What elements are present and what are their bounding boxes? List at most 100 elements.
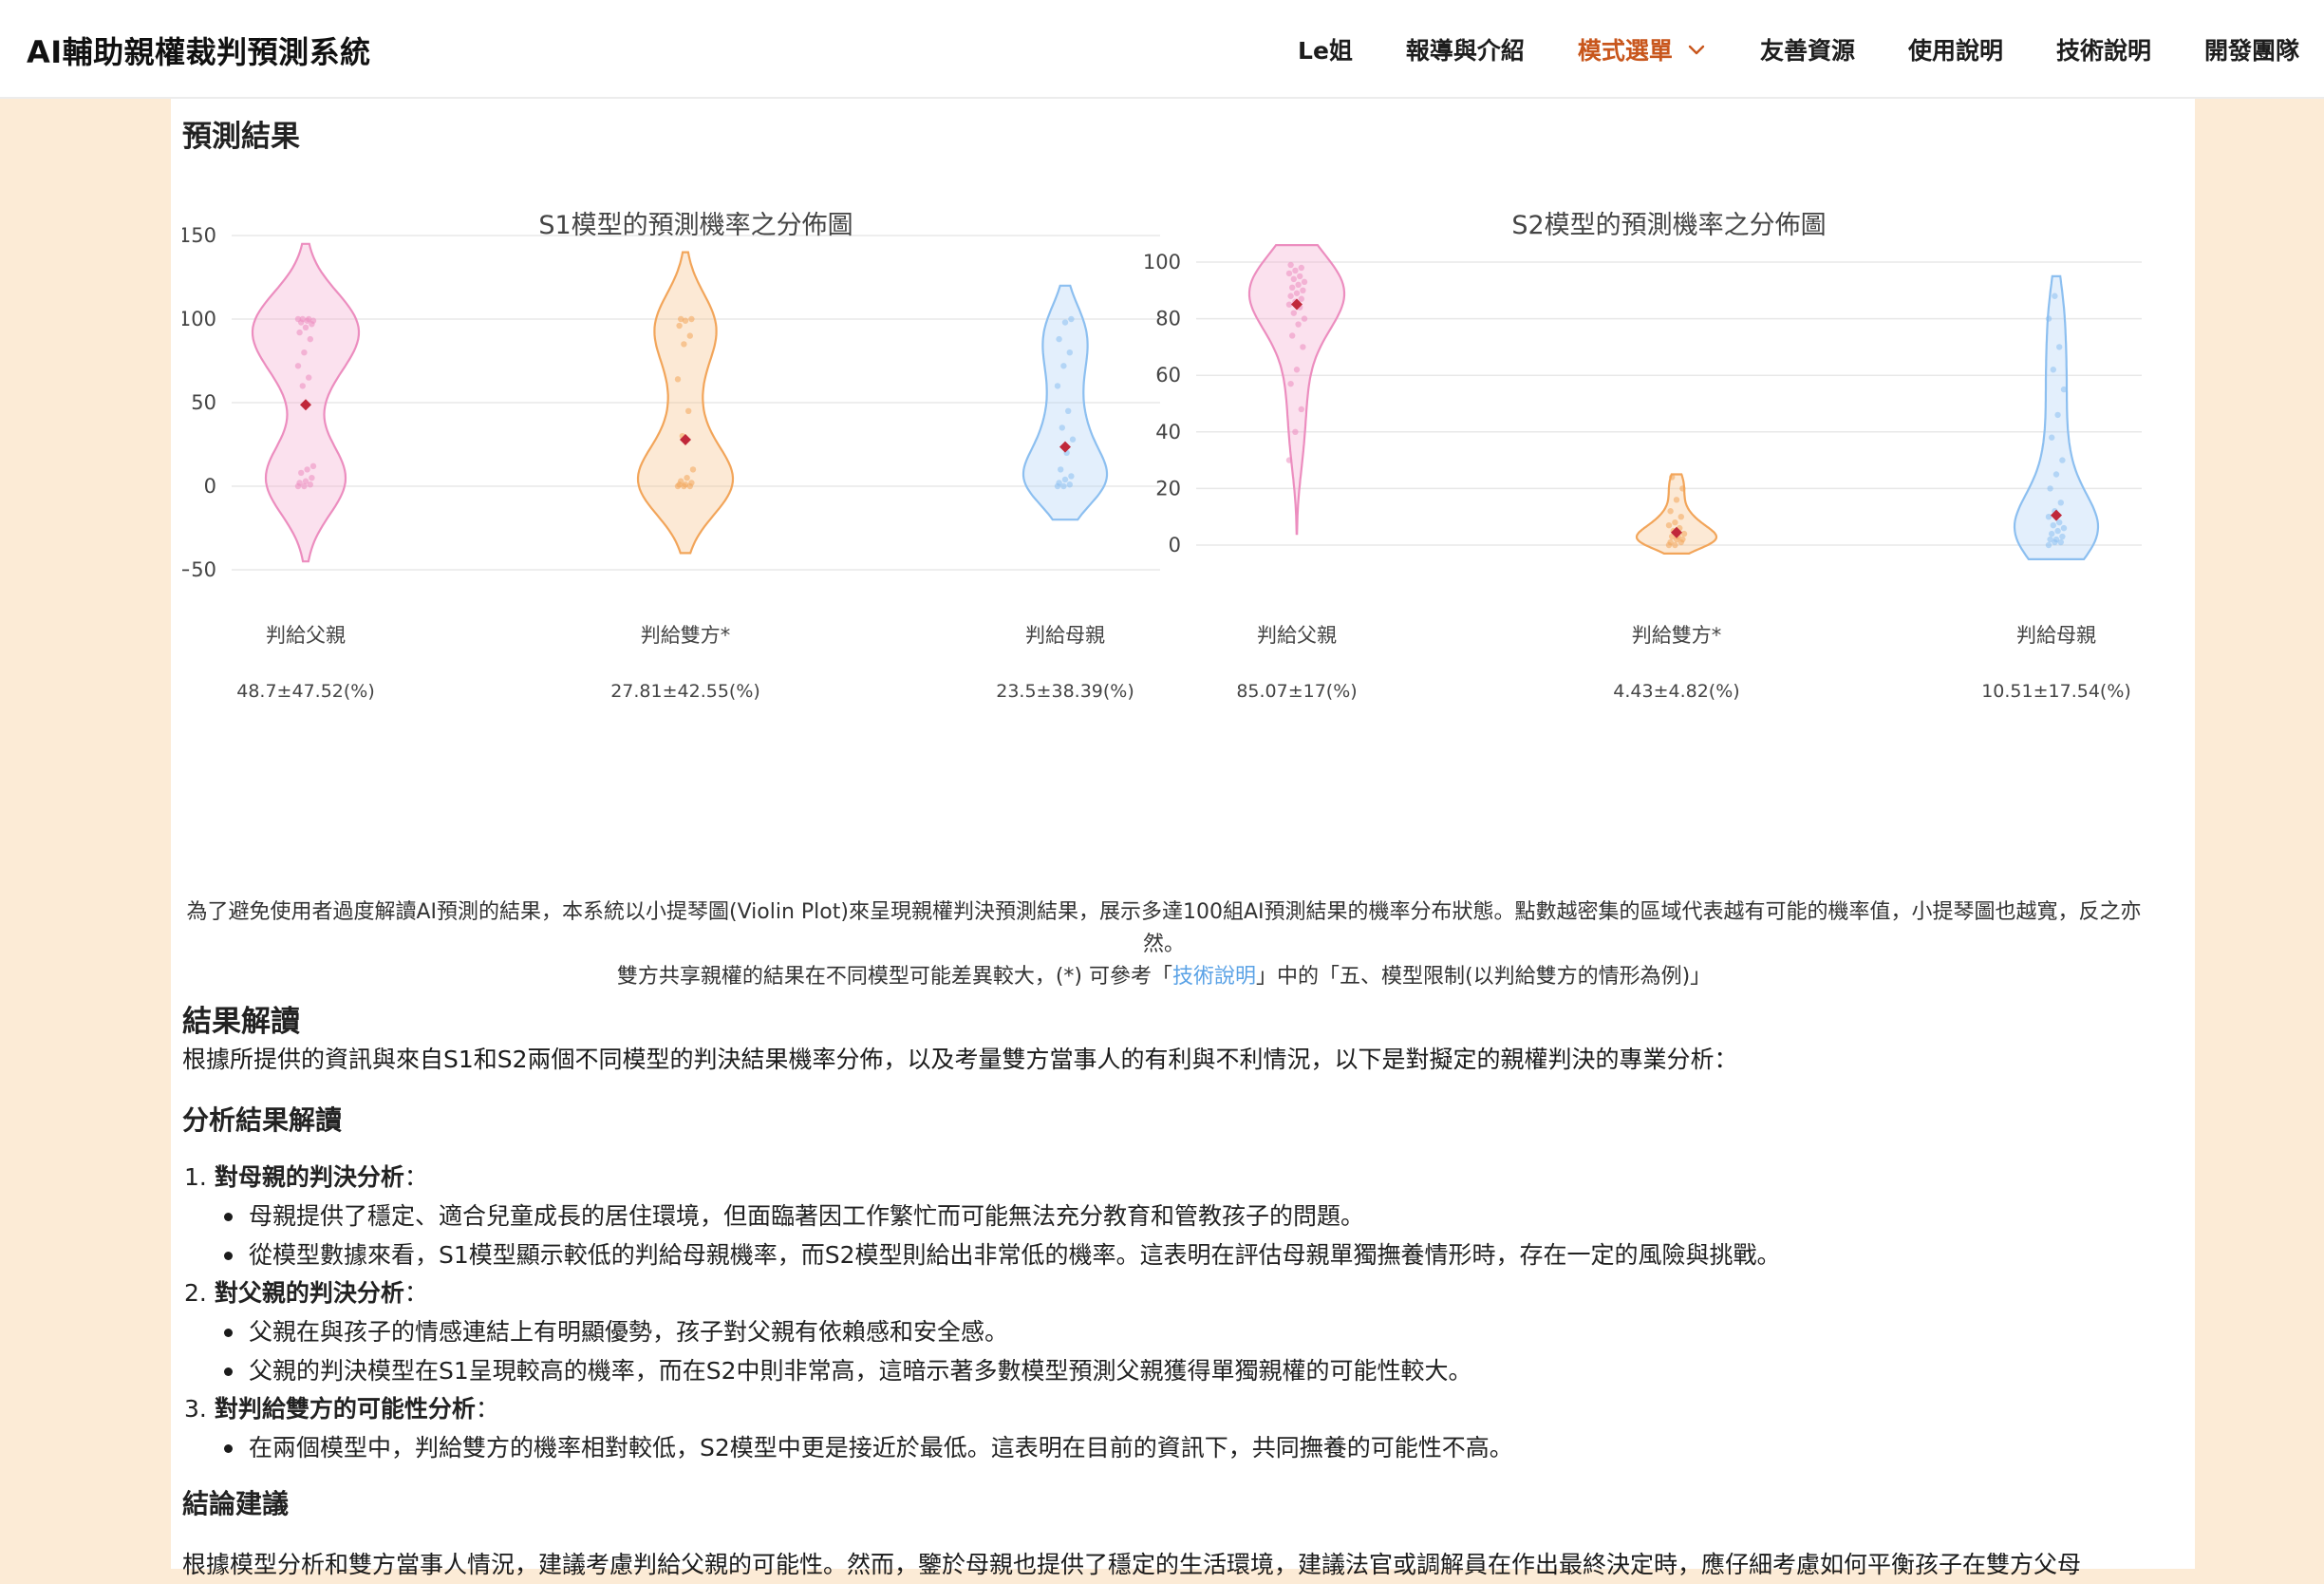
category-label: 判給母親 bbox=[2016, 624, 2096, 647]
data-point bbox=[1065, 407, 1072, 414]
data-point bbox=[1056, 480, 1062, 486]
data-point bbox=[298, 469, 305, 477]
category-label: 判給雙方* bbox=[1632, 624, 1722, 647]
data-point bbox=[1301, 315, 1308, 322]
data-point bbox=[1292, 267, 1299, 274]
category-label: 判給父親 bbox=[266, 624, 346, 647]
data-point bbox=[306, 315, 312, 323]
stat-label: 4.43±4.82(%) bbox=[1613, 681, 1739, 702]
nav-item-reports[interactable]: 報導與介紹 bbox=[1405, 37, 1525, 65]
item-colon: ： bbox=[475, 1395, 499, 1423]
data-point bbox=[1068, 473, 1075, 480]
analysis-item-father: 2. 對父親的判決分析： bbox=[184, 1274, 2178, 1312]
data-point bbox=[1285, 457, 1293, 463]
nav-item-resources[interactable]: 友善資源 bbox=[1759, 37, 1855, 65]
stat-label: 85.07±17(%) bbox=[1236, 681, 1357, 702]
item-colon: ： bbox=[403, 1279, 428, 1307]
data-point bbox=[1060, 363, 1067, 369]
data-point bbox=[2059, 533, 2066, 540]
item-title: 對判給雙方的可能性分析 bbox=[214, 1395, 476, 1423]
data-point bbox=[1069, 436, 1077, 443]
app-title[interactable]: AI輔助親權裁判預測系統 bbox=[27, 34, 371, 70]
data-point bbox=[2049, 434, 2055, 441]
data-point bbox=[1298, 264, 1305, 272]
mean-marker bbox=[2051, 509, 2062, 521]
data-point bbox=[681, 341, 687, 348]
data-point bbox=[1667, 538, 1674, 546]
analysis-item-both: 3. 對判給雙方的可能性分析： bbox=[184, 1390, 2178, 1428]
data-point bbox=[678, 478, 684, 484]
item-number: 1. bbox=[184, 1163, 207, 1191]
nav-item-team[interactable]: 開發團隊 bbox=[2203, 37, 2299, 65]
data-point bbox=[674, 376, 682, 383]
main-card: 預測結果 −50 0 50 100 150 S1模型的預測機率之分佈圖 判給父親 48.7±4… bbox=[171, 99, 2195, 1578]
data-point bbox=[309, 317, 317, 324]
y-tick-label: 0 bbox=[204, 475, 216, 498]
category-label: 判給雙方* bbox=[641, 624, 731, 647]
y-tick-label: 50 bbox=[191, 391, 216, 414]
caption-line-2-post: 」中的「五、模型限制(以判給雙方的情形為例)」 bbox=[1256, 965, 1712, 989]
chart-title: S1模型的預測機率之分佈圖 bbox=[538, 211, 853, 240]
data-point bbox=[682, 481, 689, 488]
conclusion-title: 結論建議 bbox=[182, 1488, 290, 1519]
data-point bbox=[682, 317, 689, 324]
data-point bbox=[302, 478, 309, 484]
data-point bbox=[306, 374, 312, 381]
data-point bbox=[2057, 538, 2064, 546]
stat-label: 48.7±47.52(%) bbox=[236, 681, 375, 702]
data-point bbox=[1295, 281, 1302, 289]
nav-menu: Le姐 報導與介紹 模式選單 友善資源 使用說明 技術說明 開發團隊 bbox=[1245, 32, 2299, 66]
chevron-down-icon bbox=[1688, 45, 1705, 55]
chart-caption: 為了避免使用者過度解讀AI預測的結果，本系統以小提琴圖(Violin Plot)… bbox=[182, 896, 2146, 993]
analysis-list: 1. 對母親的判決分析： 母親提供了穩定、適合兒童成長的居住環境，但面臨著因工作… bbox=[184, 1159, 2178, 1467]
data-point bbox=[1301, 278, 1308, 286]
tech-doc-link[interactable]: 技術說明 bbox=[1171, 965, 1256, 989]
data-point bbox=[1061, 476, 1069, 483]
y-tick-label: 80 bbox=[1155, 308, 1181, 330]
data-point bbox=[1665, 521, 1673, 529]
nav-item-mode-menu[interactable]: 模式選單 bbox=[1578, 32, 1707, 66]
data-point bbox=[2050, 367, 2056, 373]
data-point bbox=[2045, 315, 2052, 322]
interpretation-intro: 根據所提供的資訊與來自S1和S2兩個不同模型的判決結果機率分佈，以及考量雙方當事… bbox=[182, 1046, 1738, 1073]
data-point bbox=[2047, 485, 2053, 492]
list-item: 父親的判決模型在S1呈現較高的機率，而在S2中則非常高，這暗示著多數模型預測父親… bbox=[220, 1351, 2178, 1390]
analysis-item-mother: 1. 對母親的判決分析： bbox=[184, 1159, 2178, 1197]
violin-body bbox=[636, 251, 735, 555]
data-point bbox=[1679, 536, 1686, 543]
nav-item-usage[interactable]: 使用說明 bbox=[1907, 37, 2003, 65]
data-point bbox=[296, 329, 303, 336]
caption-line-1: 為了避免使用者過度解讀AI預測的結果，本系統以小提琴圖(Violin Plot)… bbox=[186, 900, 2142, 956]
data-point bbox=[1285, 301, 1293, 308]
mean-marker bbox=[1059, 441, 1071, 453]
data-point bbox=[1677, 514, 1685, 520]
data-point bbox=[2047, 536, 2053, 543]
y-tick-label: 60 bbox=[1155, 364, 1181, 387]
data-point bbox=[676, 322, 683, 330]
data-point bbox=[307, 335, 313, 343]
data-point bbox=[307, 481, 313, 488]
data-point bbox=[2045, 514, 2052, 520]
data-point bbox=[294, 363, 302, 369]
caption-line-2-pre: 雙方共享親權的結果在不同模型可能差異較大，(*) 可參考「 bbox=[616, 965, 1172, 989]
nav-item-le-jie[interactable]: Le姐 bbox=[1298, 37, 1353, 65]
data-point bbox=[309, 462, 317, 470]
data-point bbox=[2060, 524, 2068, 532]
caption-line-2: 雙方共享親權的結果在不同模型可能差異較大，(*) 可參考「技術說明」中的「五、模… bbox=[182, 961, 2146, 993]
data-point bbox=[2056, 519, 2063, 526]
stat-label: 10.51±17.54(%) bbox=[1981, 681, 2131, 702]
item-title: 對父親的判決分析 bbox=[214, 1279, 404, 1307]
list-item: 從模型數據來看，S1模型顯示較低的判給母親機率，而S2模型則給出非常低的機率。這… bbox=[220, 1235, 2178, 1274]
data-point bbox=[1292, 428, 1299, 435]
data-point bbox=[302, 324, 309, 330]
data-point bbox=[304, 466, 310, 473]
nav-item-tech[interactable]: 技術說明 bbox=[2055, 37, 2151, 65]
data-point bbox=[2045, 541, 2052, 549]
data-point bbox=[294, 315, 302, 323]
data-point bbox=[1287, 292, 1294, 299]
data-point bbox=[1287, 380, 1294, 387]
data-point bbox=[688, 315, 695, 323]
both-bullets: 在兩個模型中，判給雙方的機率相對較低，S2模型中更是接近於最低。這表明在目前的資… bbox=[184, 1428, 2178, 1467]
violin-body bbox=[1247, 243, 1346, 536]
data-point bbox=[1295, 321, 1302, 328]
